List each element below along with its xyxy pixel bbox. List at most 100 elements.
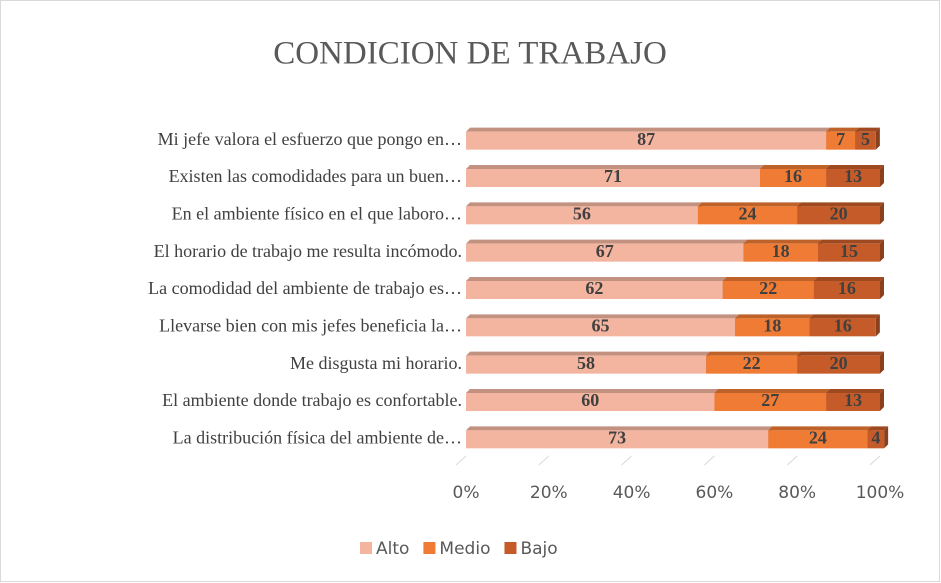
- bar-face: [880, 239, 884, 262]
- bar-face: [797, 206, 880, 225]
- data-label: 20: [830, 353, 848, 373]
- bar-face: [466, 239, 748, 244]
- bar-face: [826, 389, 884, 393]
- data-label: 16: [784, 166, 802, 186]
- chart-title: CONDICION DE TRABAJO: [273, 36, 667, 72]
- bar-face: [466, 165, 764, 169]
- bar-face: [735, 314, 814, 319]
- bar-face: [722, 277, 818, 281]
- bar-face: [714, 389, 831, 393]
- bar-face: [735, 318, 810, 337]
- bar-face: [855, 127, 880, 132]
- bar-face: [880, 277, 884, 299]
- data-label: 24: [809, 427, 827, 447]
- data-label: 67: [596, 241, 614, 261]
- data-label: 22: [759, 278, 777, 298]
- bar-segment: [466, 389, 719, 411]
- data-label: 60: [581, 390, 599, 410]
- bar-face: [706, 351, 802, 356]
- bar-segment: [855, 127, 880, 150]
- legend-label: Alto: [376, 539, 409, 559]
- bar-face: [714, 393, 827, 411]
- y-tick-label: El horario de trabajo me resulta incómod…: [154, 241, 462, 261]
- bar-face: [809, 314, 880, 319]
- y-tick-label: Llevarse bien con mis jefes beneficia la…: [159, 315, 462, 335]
- bar-face: [706, 355, 798, 374]
- grid-line: [869, 455, 881, 466]
- bar-face: [466, 202, 702, 207]
- bar-face: [466, 127, 831, 132]
- bar-segment: [466, 202, 702, 225]
- bar-face: [880, 389, 884, 411]
- bar-face: [743, 239, 822, 244]
- y-tick-label: La distribución física del ambiente de…: [173, 427, 462, 447]
- bar-segment: [826, 389, 884, 411]
- bar-face: [466, 355, 707, 374]
- bar-face: [466, 393, 715, 411]
- bar-face: [759, 169, 827, 187]
- bar-face: [722, 281, 814, 299]
- data-label: 87: [637, 129, 655, 149]
- y-tick-label: El ambiente donde trabajo es confortable…: [162, 390, 462, 410]
- bar-segment: [809, 314, 880, 337]
- data-label: 58: [577, 353, 595, 373]
- bar-face: [697, 206, 798, 225]
- bar-face: [880, 202, 884, 225]
- x-tick-label: 20%: [530, 483, 568, 503]
- bar-segment: [826, 165, 884, 187]
- grid-line: [704, 455, 715, 466]
- data-label: 20: [830, 203, 848, 223]
- bar-face: [466, 243, 744, 262]
- data-label: 56: [573, 203, 591, 223]
- bar-face: [768, 426, 872, 431]
- bar-face: [809, 318, 876, 337]
- y-tick-label: En el ambiente físico en el que laboro…: [172, 203, 462, 223]
- bar-face: [768, 430, 868, 449]
- bar-segment: [817, 239, 884, 262]
- data-label: 18: [772, 241, 790, 261]
- bar-face: [759, 165, 831, 169]
- legend-label: Bajo: [520, 539, 557, 559]
- bar-segment: [867, 426, 889, 449]
- bar-face: [797, 202, 884, 207]
- bar-face: [826, 165, 884, 169]
- data-label: 62: [585, 278, 603, 298]
- bar-face: [817, 243, 880, 262]
- bar-face: [880, 165, 884, 187]
- bar-face: [855, 131, 876, 150]
- bar-segment: [466, 239, 748, 262]
- bar-face: [466, 389, 719, 393]
- data-label: 13: [844, 390, 862, 410]
- bar-face: [466, 351, 711, 356]
- bar-face: [466, 426, 773, 431]
- bar-face: [817, 239, 884, 244]
- bar-face: [466, 314, 740, 319]
- bar-face: [466, 206, 698, 225]
- legend-swatch: [504, 542, 517, 554]
- data-label: 18: [763, 315, 781, 335]
- bar-segment: [466, 277, 727, 299]
- bar-face: [813, 277, 884, 281]
- data-label: 7: [836, 129, 845, 149]
- bar-face: [826, 131, 856, 150]
- bar-face: [797, 355, 880, 374]
- bar-segment: [813, 277, 884, 299]
- bar-face: [466, 318, 736, 337]
- data-label: 71: [604, 166, 622, 186]
- x-tick-label: 40%: [613, 483, 651, 503]
- grid-line: [538, 455, 550, 466]
- data-label: 15: [840, 241, 858, 261]
- data-label: 65: [592, 315, 610, 335]
- bar-face: [466, 430, 769, 449]
- data-label: 24: [739, 203, 757, 223]
- bar-face: [697, 202, 802, 207]
- data-label: 5: [861, 129, 870, 149]
- grid-line: [786, 455, 798, 466]
- data-label: 16: [838, 278, 856, 298]
- y-tick-label: Me disgusta mi horario.: [290, 353, 462, 373]
- bar-face: [466, 169, 760, 187]
- legend-label: Medio: [439, 539, 490, 559]
- x-tick-label: 60%: [696, 483, 734, 503]
- bar-face: [867, 430, 885, 449]
